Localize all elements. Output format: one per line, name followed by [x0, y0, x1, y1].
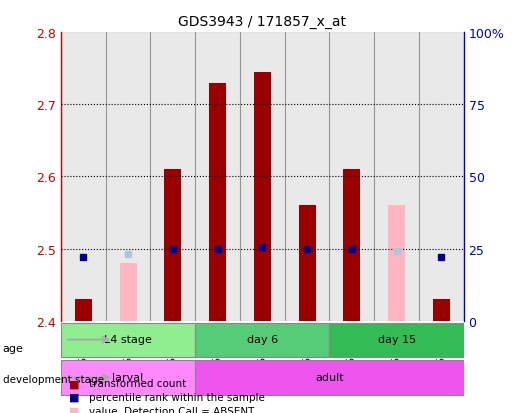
Text: ■: ■ [69, 378, 80, 388]
Text: L4 stage: L4 stage [104, 334, 152, 344]
Text: adult: adult [315, 372, 344, 382]
FancyBboxPatch shape [195, 361, 464, 394]
Bar [164, 170, 181, 321]
Bar [254, 73, 271, 321]
FancyBboxPatch shape [330, 323, 464, 357]
Text: day 6: day 6 [247, 334, 278, 344]
Bar [388, 206, 405, 321]
Bar [151, 33, 195, 321]
FancyBboxPatch shape [195, 323, 330, 357]
Bar [75, 299, 92, 321]
Text: ■: ■ [69, 406, 80, 413]
Bar [330, 33, 374, 321]
Bar [120, 263, 137, 321]
Bar [105, 33, 151, 321]
Text: development stage: development stage [3, 374, 104, 384]
Bar [195, 33, 240, 321]
Text: percentile rank within the sample: percentile rank within the sample [89, 392, 265, 402]
Text: age: age [3, 343, 23, 353]
FancyBboxPatch shape [61, 361, 195, 394]
Bar [433, 299, 450, 321]
Title: GDS3943 / 171857_x_at: GDS3943 / 171857_x_at [179, 15, 346, 29]
Text: larval: larval [112, 372, 144, 382]
Bar [374, 33, 419, 321]
FancyBboxPatch shape [61, 323, 195, 357]
Text: day 15: day 15 [377, 334, 416, 344]
Bar [298, 206, 315, 321]
Text: value, Detection Call = ABSENT: value, Detection Call = ABSENT [89, 406, 254, 413]
Text: transformed count: transformed count [89, 378, 186, 388]
Bar [343, 170, 360, 321]
Bar [419, 33, 464, 321]
Bar [209, 83, 226, 321]
Bar [285, 33, 330, 321]
Bar [240, 33, 285, 321]
Text: ■: ■ [69, 392, 80, 402]
Bar [61, 33, 105, 321]
